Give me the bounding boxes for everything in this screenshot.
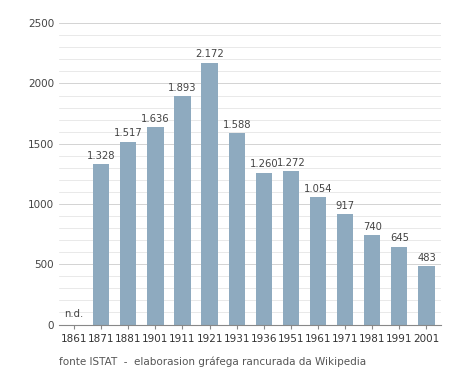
Bar: [418, 266, 435, 325]
Text: 917: 917: [335, 201, 355, 211]
Text: 1.260: 1.260: [249, 159, 278, 169]
Bar: [337, 214, 353, 325]
Text: 1.272: 1.272: [277, 158, 305, 168]
Bar: [147, 127, 163, 325]
Bar: [228, 133, 245, 325]
Bar: [364, 235, 380, 325]
Bar: [283, 171, 299, 325]
Bar: [174, 96, 191, 325]
Text: 1.328: 1.328: [87, 151, 116, 161]
Text: 645: 645: [390, 233, 409, 244]
Text: fonte ISTAT  -  elaborasion gráfega rancurada da Wikipedia: fonte ISTAT - elaborasion gráfega rancur…: [59, 357, 366, 367]
Text: 1.893: 1.893: [168, 83, 197, 93]
Bar: [120, 142, 136, 325]
Text: 1.636: 1.636: [141, 114, 170, 124]
Text: n.d.: n.d.: [65, 309, 84, 319]
Bar: [202, 63, 218, 325]
Bar: [310, 197, 326, 325]
Text: 1.517: 1.517: [114, 128, 143, 138]
Bar: [256, 173, 272, 325]
Text: 2.172: 2.172: [195, 49, 224, 59]
Bar: [93, 164, 109, 325]
Bar: [391, 247, 408, 325]
Text: 1.588: 1.588: [222, 120, 251, 130]
Text: 1.054: 1.054: [304, 184, 332, 194]
Text: 740: 740: [363, 222, 382, 232]
Text: 483: 483: [417, 253, 436, 263]
